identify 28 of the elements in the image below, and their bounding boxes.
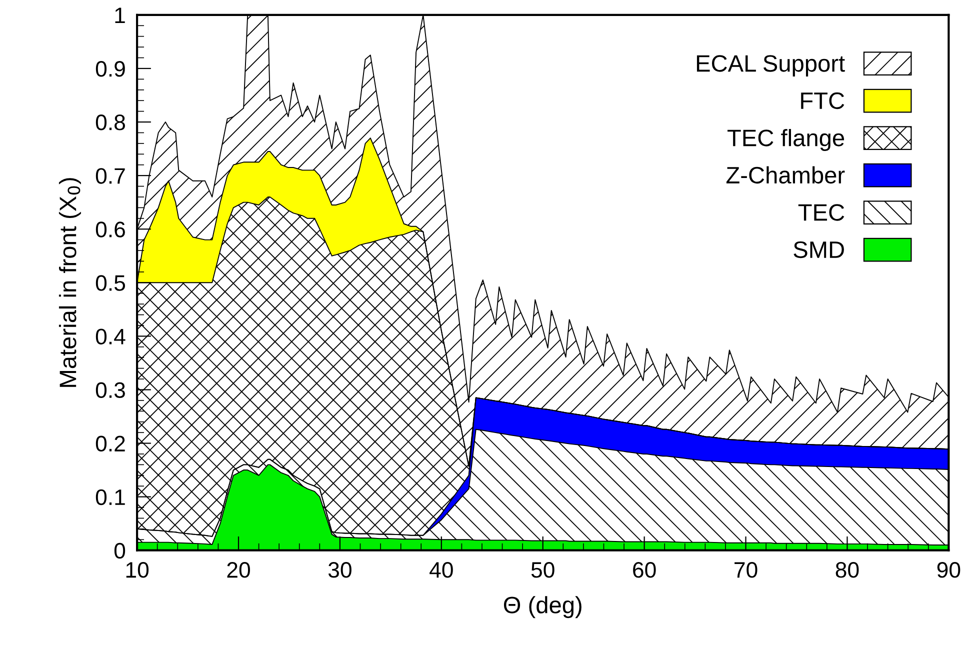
legend-label: Z-Chamber bbox=[726, 166, 845, 184]
legend-label: TEC bbox=[798, 204, 844, 221]
y-tick-label: 0.9 bbox=[96, 61, 125, 77]
x-tick-label: 80 bbox=[836, 562, 859, 578]
x-tick-label: 90 bbox=[937, 562, 960, 578]
y-tick-label: 0.2 bbox=[96, 436, 125, 452]
y-tick-label: 0.7 bbox=[96, 168, 125, 184]
legend-label: ECAL Support bbox=[696, 55, 845, 76]
x-tick-label: 60 bbox=[633, 562, 656, 578]
x-tick-label: 20 bbox=[227, 562, 250, 578]
x-tick-label: 40 bbox=[430, 562, 453, 578]
y-tick-label: 0 bbox=[114, 542, 126, 559]
y-tick-label: 0.5 bbox=[96, 275, 126, 291]
legend-label: SMD bbox=[794, 241, 844, 258]
legend-label: FTC bbox=[801, 92, 844, 110]
legend-label: TEC flange bbox=[728, 128, 844, 151]
y-tick-label: 0.6 bbox=[96, 222, 125, 238]
x-tick-label: 30 bbox=[328, 562, 352, 578]
x-tick-label: 10 bbox=[126, 562, 149, 578]
y-tick-label: 0.3 bbox=[96, 382, 125, 398]
x-axis-title: Θ (deg) bbox=[504, 596, 582, 618]
x-tick-label: 50 bbox=[531, 562, 554, 578]
y-tick-label: 0.1 bbox=[96, 489, 125, 506]
y-tick-label: 1 bbox=[115, 8, 125, 23]
y-tick-label: 0.4 bbox=[96, 328, 126, 344]
y-tick-label: 0.8 bbox=[96, 114, 125, 130]
y-axis-title: Material in front (X$_{0}$) bbox=[58, 178, 81, 387]
x-tick-label: 70 bbox=[734, 562, 758, 578]
